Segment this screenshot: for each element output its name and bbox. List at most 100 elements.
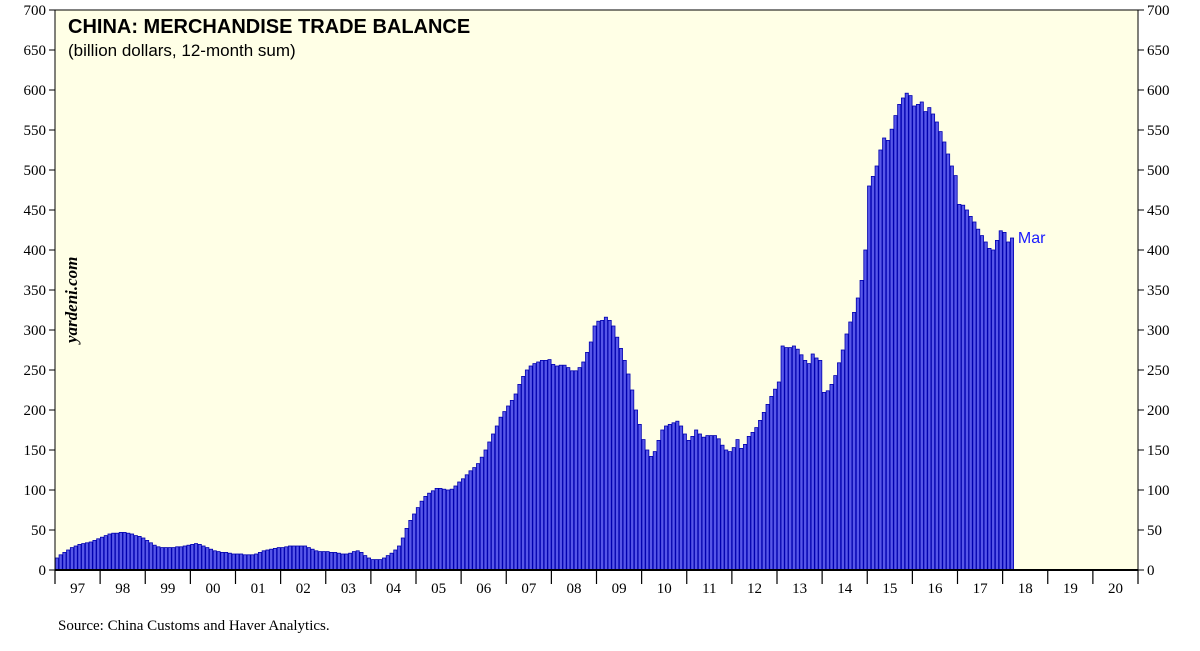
bar bbox=[694, 429, 699, 571]
bar bbox=[720, 444, 725, 571]
bar bbox=[739, 447, 744, 571]
bar bbox=[412, 513, 417, 571]
x-tick-label: 02 bbox=[296, 581, 311, 597]
bar bbox=[822, 391, 826, 571]
bar bbox=[205, 547, 210, 571]
bar bbox=[716, 438, 721, 571]
y-tick-label-right: 150 bbox=[1147, 443, 1170, 459]
y-tick-label-right: 50 bbox=[1147, 523, 1162, 539]
y-tick-label-right: 250 bbox=[1147, 363, 1170, 379]
bar bbox=[758, 419, 763, 571]
bar bbox=[487, 441, 492, 571]
bar bbox=[934, 121, 939, 571]
bar bbox=[788, 347, 793, 571]
bar bbox=[348, 552, 353, 571]
bar bbox=[430, 490, 435, 571]
bar bbox=[870, 175, 875, 571]
bar bbox=[1002, 231, 1007, 571]
bar bbox=[931, 113, 936, 571]
bar bbox=[987, 247, 992, 571]
x-tick-label: 03 bbox=[341, 581, 356, 597]
bar bbox=[904, 92, 909, 571]
bar bbox=[212, 550, 217, 571]
bar bbox=[329, 552, 334, 571]
bar bbox=[299, 545, 304, 571]
bar bbox=[562, 364, 567, 571]
bar bbox=[991, 249, 996, 571]
bar bbox=[295, 545, 300, 571]
bar bbox=[62, 552, 67, 571]
bar bbox=[231, 553, 236, 571]
x-tick-label: 09 bbox=[612, 581, 627, 597]
bar bbox=[946, 153, 951, 571]
bar bbox=[837, 362, 842, 571]
x-tick-label: 11 bbox=[702, 581, 716, 597]
y-tick-label-left: 350 bbox=[24, 283, 47, 299]
x-tick-label: 07 bbox=[521, 581, 537, 597]
bar bbox=[419, 500, 424, 571]
x-tick-label: 16 bbox=[927, 581, 943, 597]
bar bbox=[806, 363, 811, 571]
bar bbox=[867, 185, 872, 571]
bar bbox=[194, 543, 198, 571]
bar bbox=[363, 555, 368, 571]
bar bbox=[197, 544, 202, 571]
x-tick-label: 98 bbox=[115, 581, 130, 597]
bar bbox=[803, 359, 808, 571]
bar bbox=[269, 548, 274, 571]
x-tick-label: 00 bbox=[205, 581, 220, 597]
bar bbox=[472, 467, 477, 571]
bar bbox=[167, 547, 172, 571]
bar bbox=[156, 546, 161, 571]
bar bbox=[400, 537, 405, 571]
bar bbox=[321, 551, 326, 571]
bar bbox=[889, 128, 894, 571]
y-tick-label-left: 500 bbox=[24, 163, 47, 179]
y-tick-label-right: 350 bbox=[1147, 283, 1170, 299]
bar bbox=[919, 101, 924, 571]
bar bbox=[645, 449, 650, 571]
y-tick-label-right: 400 bbox=[1147, 243, 1170, 259]
bar bbox=[799, 354, 804, 571]
bar bbox=[938, 131, 943, 571]
bar bbox=[242, 554, 247, 571]
bar bbox=[77, 544, 82, 571]
bar bbox=[592, 325, 597, 571]
bar bbox=[551, 363, 556, 571]
y-tick-label-right: 650 bbox=[1147, 43, 1170, 59]
y-tick-label-right: 500 bbox=[1147, 163, 1170, 179]
bar bbox=[878, 149, 883, 571]
bar bbox=[585, 351, 590, 571]
y-tick-label-right: 200 bbox=[1147, 403, 1170, 419]
bar bbox=[280, 547, 285, 571]
source-note: Source: China Customs and Haver Analytic… bbox=[58, 618, 330, 634]
bar bbox=[705, 435, 710, 571]
bar bbox=[224, 552, 229, 571]
bar bbox=[897, 104, 902, 571]
bar bbox=[923, 111, 928, 571]
x-tick-label: 05 bbox=[431, 581, 446, 597]
bar bbox=[96, 538, 101, 571]
bar bbox=[502, 411, 507, 571]
bar bbox=[995, 239, 999, 571]
bar bbox=[773, 388, 778, 571]
bar bbox=[461, 478, 465, 571]
bar bbox=[927, 107, 932, 571]
bar bbox=[983, 241, 988, 571]
bar bbox=[385, 555, 390, 571]
bar bbox=[528, 365, 533, 571]
bar bbox=[577, 367, 582, 571]
bar bbox=[453, 485, 458, 571]
bar bbox=[664, 425, 669, 571]
bar bbox=[370, 559, 375, 571]
bar bbox=[728, 451, 732, 571]
bar bbox=[449, 488, 454, 571]
bar bbox=[626, 373, 631, 571]
y-tick-label-right: 300 bbox=[1147, 323, 1170, 339]
bar bbox=[912, 105, 917, 571]
bar bbox=[588, 341, 593, 571]
y-tick-label-left: 300 bbox=[24, 323, 47, 339]
bar bbox=[126, 532, 131, 571]
bar bbox=[265, 549, 270, 571]
